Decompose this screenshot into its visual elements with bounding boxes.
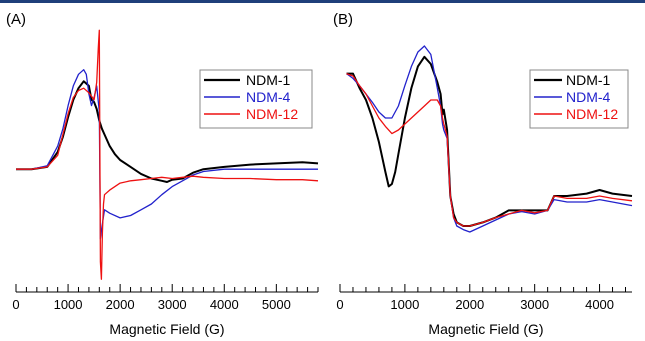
panel-a-label: (A): [6, 11, 26, 28]
panel-b-x-axis: 0 1000 2000 3000 4000: [336, 284, 632, 312]
legend-label-ndm-12: NDM-12: [566, 106, 618, 122]
series-line-ndm-1: [16, 80, 319, 183]
tick-label-3000: 3000: [158, 297, 187, 312]
legend-label-ndm-4: NDM-4: [566, 89, 611, 105]
series-line-ndm-12: [16, 29, 319, 280]
panel-b-x-axis-title: Magnetic Field (G): [428, 321, 543, 337]
series-line-ndm-4: [16, 69, 318, 240]
panel-b-series: [346, 45, 633, 233]
panel-a-x-axis-title: Magnetic Field (G): [109, 321, 224, 337]
legend-label-ndm-1: NDM-1: [246, 72, 291, 88]
tick-label-4000: 4000: [210, 297, 239, 312]
tick-label-0: 0: [336, 297, 343, 312]
tick-label-5000: 5000: [262, 297, 291, 312]
header-rule: [0, 0, 645, 3]
series-line-ndm-12: [346, 72, 633, 227]
panel-a-x-axis: 0 1000 2000 3000 4000 5000: [12, 284, 319, 312]
panel-b: (B) 0 1000 2000 3000 4000 Magnetic Field (G)…: [333, 11, 633, 337]
tick-label-4000: 4000: [585, 297, 614, 312]
legend-label-ndm-12: NDM-12: [246, 106, 298, 122]
tick-label-1000: 1000: [54, 297, 83, 312]
tick-label-1000: 1000: [390, 297, 419, 312]
panel-a: (A) 0 1000 2000 3000 4000 5000 Magnetic Field…: [6, 11, 319, 337]
tick-label-3000: 3000: [520, 297, 549, 312]
panel-a-series: [16, 29, 319, 280]
legend-label-ndm-4: NDM-4: [246, 89, 291, 105]
tick-label-2000: 2000: [106, 297, 135, 312]
legend-label-ndm-1: NDM-1: [566, 72, 611, 88]
tick-label-2000: 2000: [455, 297, 484, 312]
tick-label-0: 0: [12, 297, 19, 312]
panel-b-label: (B): [333, 11, 353, 28]
